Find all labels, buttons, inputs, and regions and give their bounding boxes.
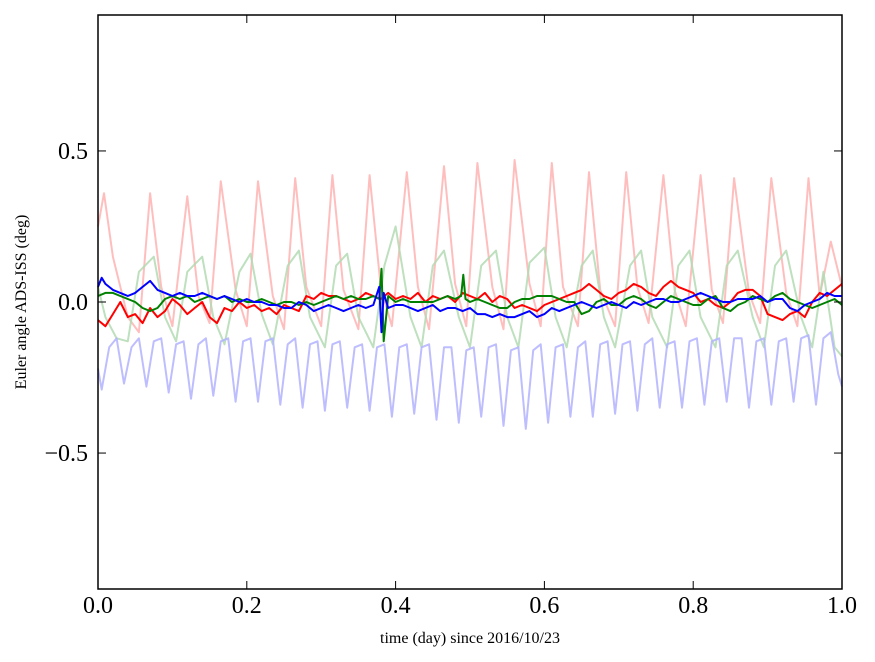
y-tick-label: −0.5 [44,441,88,467]
series-line-2 [97,225,843,358]
series-layer [97,159,843,430]
x-tick-label: 0.8 [678,593,708,619]
series-line-4 [97,279,843,328]
y-tick-label: 0.0 [58,290,88,316]
series-line-6 [97,276,842,334]
x-tick-label: 0.4 [381,593,411,619]
x-tick-label: 0.0 [83,593,113,619]
series-line-1 [97,159,843,334]
x-axis-label: time (day) since 2016/10/23 [380,630,560,647]
y-tick-label: 0.5 [58,139,88,165]
x-tick-label: 1.0 [827,593,857,619]
y-axis-label: Euler angle ADS-ISS (deg) [13,215,30,390]
series-line-3 [97,331,843,430]
x-tick-label: 0.2 [232,593,262,619]
x-tick-label: 0.6 [529,593,559,619]
tick-layer: 0.0 0.2 0.4 0.6 0.8 1.0 −0.5 0.0 0.5 [44,15,857,619]
